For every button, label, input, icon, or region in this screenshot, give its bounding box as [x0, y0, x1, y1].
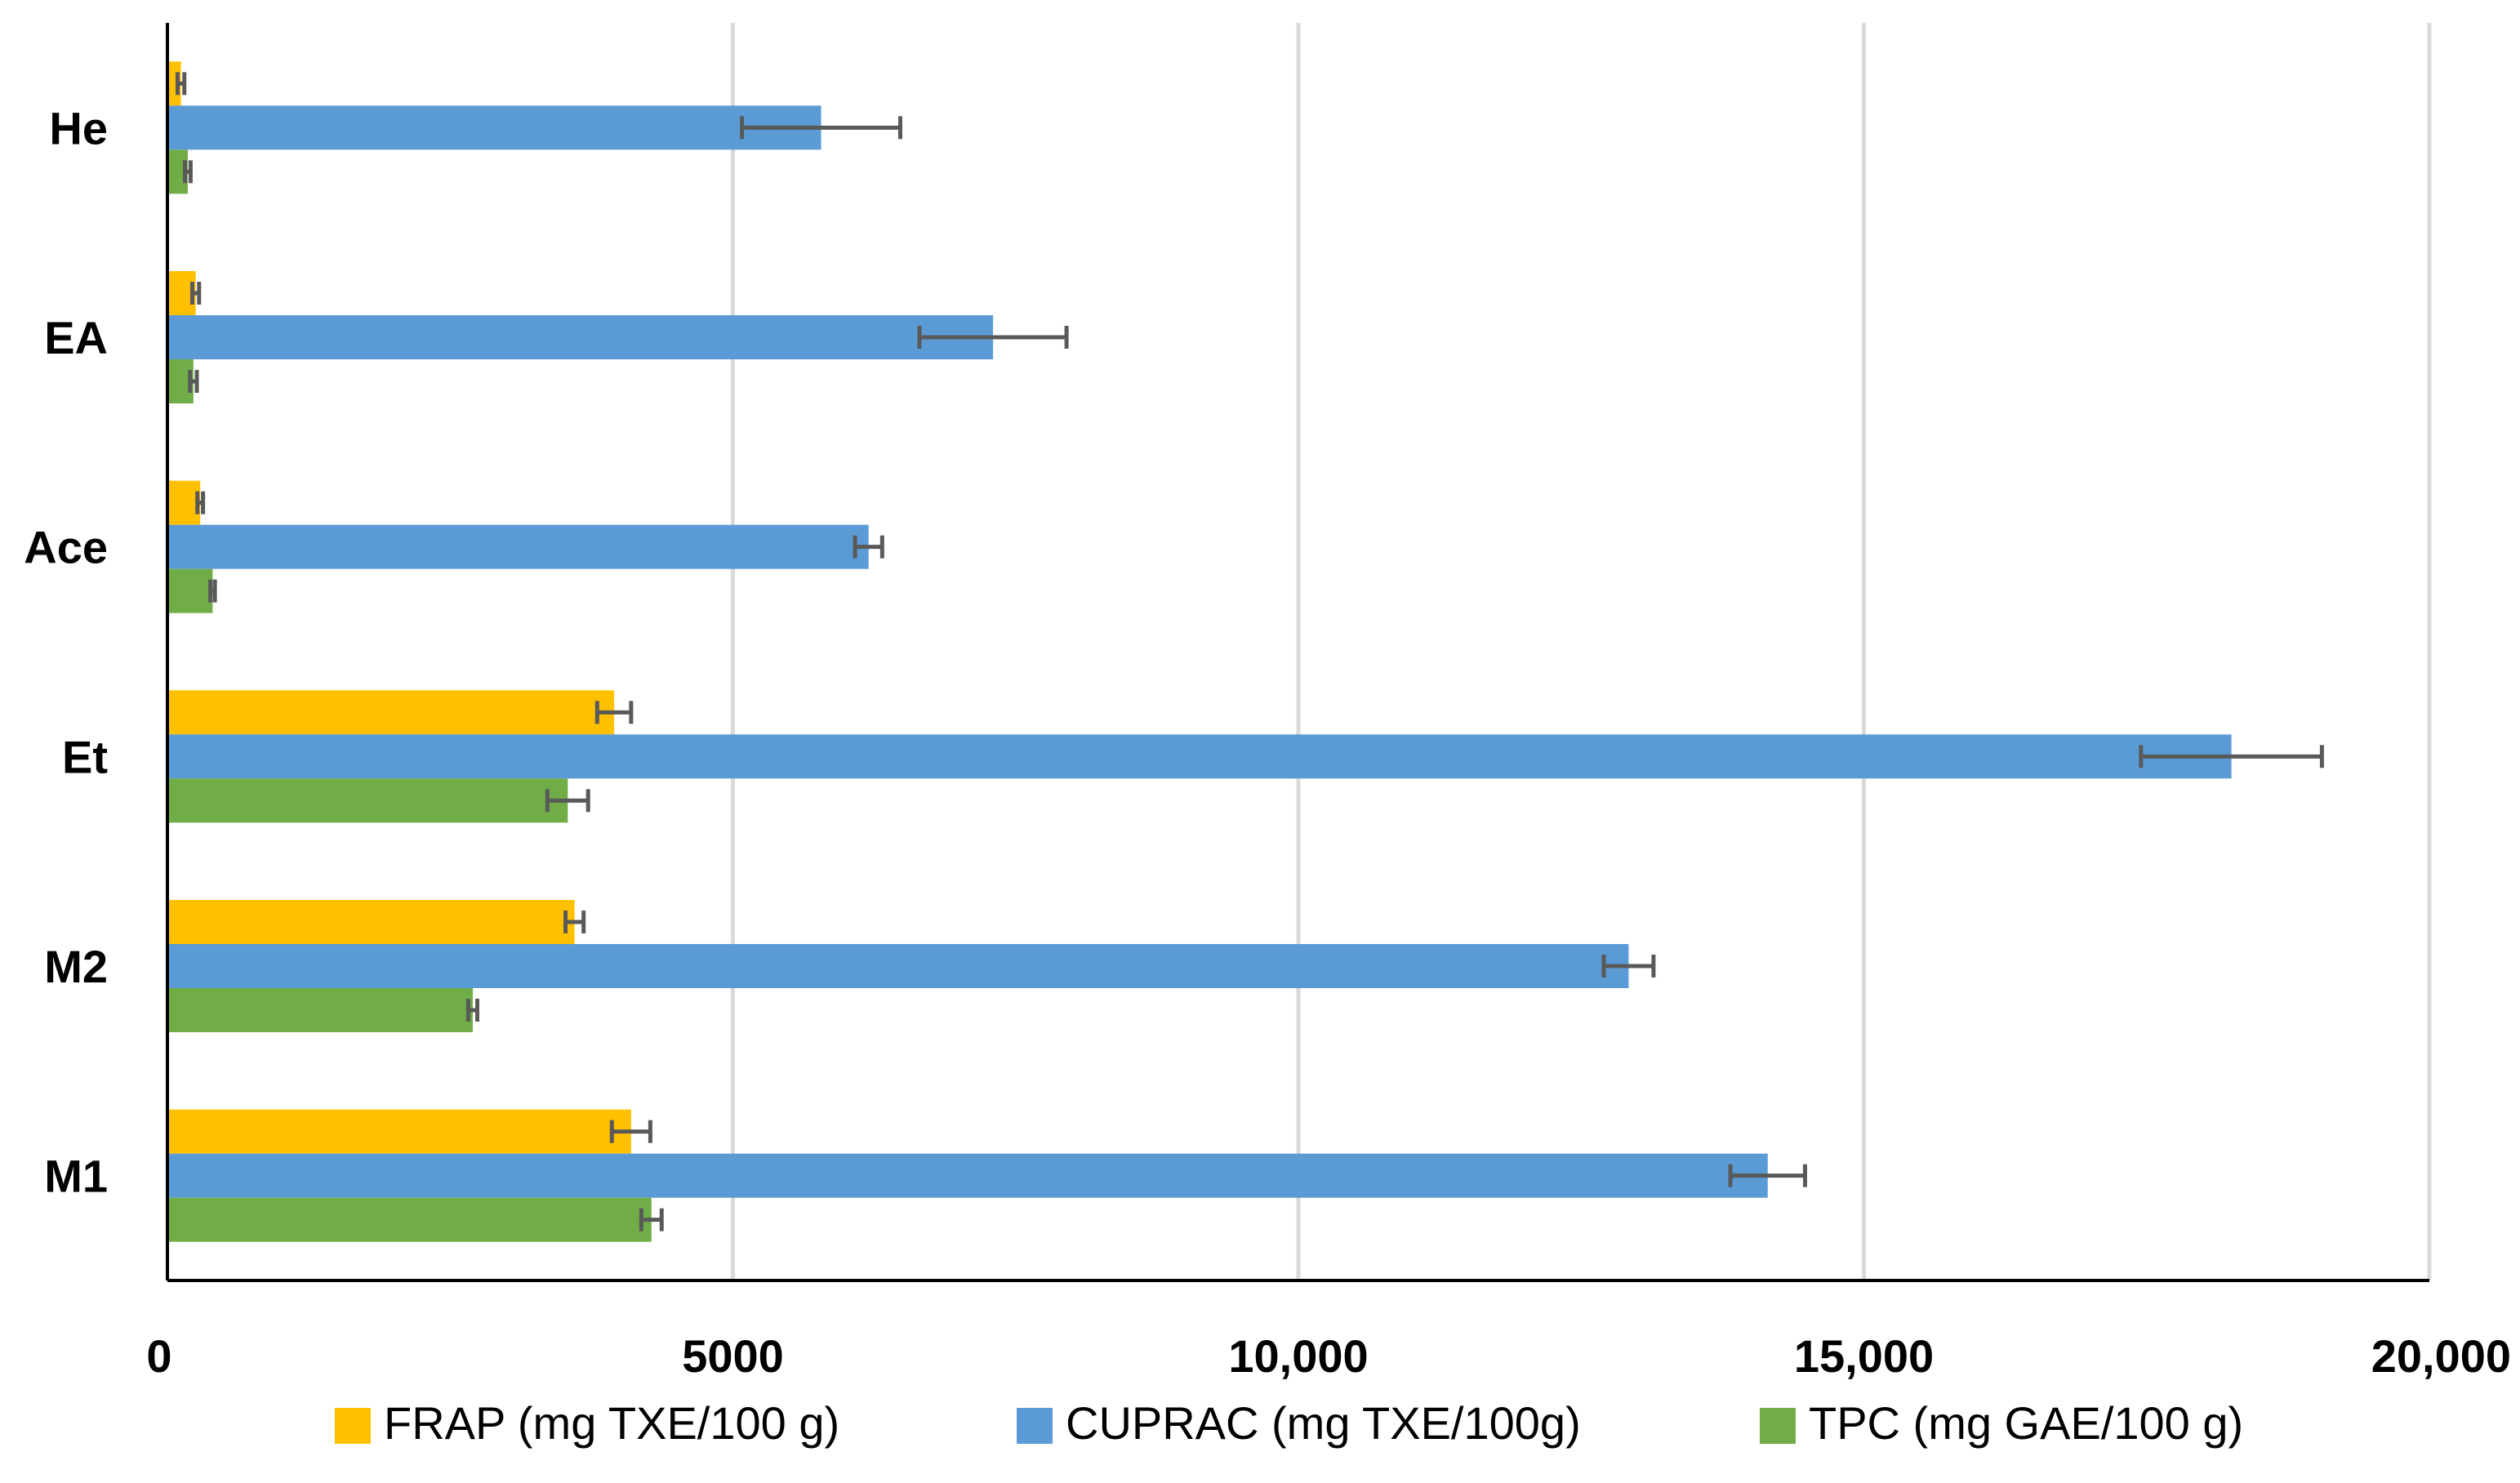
x-tick-label-4: 20,000 — [2371, 1330, 2511, 1382]
legend-label-frap: FRAP (mg TXE/100 g) — [384, 1397, 839, 1449]
bar-cuprac-m2 — [167, 944, 1629, 988]
category-label-he: He — [49, 102, 108, 154]
error-bar-tpc-et — [545, 789, 590, 813]
error-bar-cuprac-ace — [853, 535, 884, 559]
error-bar-frap-ea — [189, 282, 202, 305]
error-bar-frap-m1 — [609, 1120, 652, 1143]
error-bar-frap-et — [594, 701, 634, 724]
axes — [166, 23, 2429, 1282]
error-bar-cuprac-et — [2139, 745, 2324, 768]
bar-frap-m1 — [167, 1109, 631, 1154]
category-label-et: Et — [62, 731, 108, 782]
legend-swatch-tpc — [1760, 1408, 1796, 1444]
labels: He EA Ace Et M2 M1 0 5000 10,000 15,000 20,000 — [24, 102, 2511, 1382]
category-label-m1: M1 — [44, 1151, 108, 1202]
bar-cuprac-he — [167, 105, 821, 150]
x-tick-label-0: 0 — [146, 1330, 171, 1382]
error-bar-frap-he — [175, 72, 187, 96]
error-bar-cuprac-he — [740, 116, 902, 140]
category-label-ace: Ace — [24, 522, 108, 573]
category-label-ea: EA — [44, 312, 108, 363]
error-bar-tpc-m2 — [465, 999, 479, 1022]
bar-tpc-m2 — [167, 988, 473, 1032]
bar-cuprac-m1 — [167, 1153, 1768, 1198]
x-tick-label-3: 15,000 — [1794, 1330, 1934, 1382]
legend: FRAP (mg TXE/100 g) CUPRAC (mg TXE/100g) T… — [335, 1397, 2243, 1449]
legend-item-frap: FRAP (mg TXE/100 g) — [335, 1397, 839, 1449]
legend-label-tpc: TPC (mg GAE/100 g) — [1809, 1397, 2243, 1449]
bar-frap-et — [167, 690, 615, 735]
error-bar-cuprac-ea — [917, 326, 1069, 349]
bar-tpc-m1 — [167, 1197, 652, 1242]
error-bar-tpc-he — [182, 160, 193, 184]
legend-swatch-frap — [335, 1408, 371, 1444]
x-tick-label-1: 5000 — [682, 1330, 784, 1382]
bar-tpc-et — [167, 778, 568, 823]
error-bar-tpc-ace — [208, 579, 217, 603]
error-bars — [175, 72, 2324, 1231]
category-label-m2: M2 — [44, 941, 108, 992]
bar-cuprac-et — [167, 734, 2232, 779]
legend-item-cuprac: CUPRAC (mg TXE/100g) — [1017, 1397, 1581, 1449]
error-bar-tpc-m1 — [639, 1208, 664, 1231]
error-bar-cuprac-m1 — [1728, 1164, 1807, 1187]
error-bar-tpc-ea — [188, 370, 199, 393]
gridlines — [731, 23, 2432, 1280]
error-bar-cuprac-m2 — [1601, 955, 1656, 978]
bar-frap-ace — [167, 480, 201, 525]
bars — [167, 61, 2232, 1242]
legend-item-tpc: TPC (mg GAE/100 g) — [1760, 1397, 2243, 1449]
legend-swatch-cuprac — [1017, 1408, 1053, 1444]
x-tick-label-2: 10,000 — [1228, 1330, 1368, 1382]
legend-label-cuprac: CUPRAC (mg TXE/100g) — [1066, 1397, 1581, 1449]
bar-cuprac-ea — [167, 315, 994, 359]
bar-tpc-ace — [167, 568, 213, 613]
bar-cuprac-ace — [167, 524, 869, 569]
error-bar-frap-ace — [195, 491, 206, 514]
error-bar-frap-m2 — [563, 911, 586, 933]
bar-frap-m2 — [167, 900, 575, 944]
